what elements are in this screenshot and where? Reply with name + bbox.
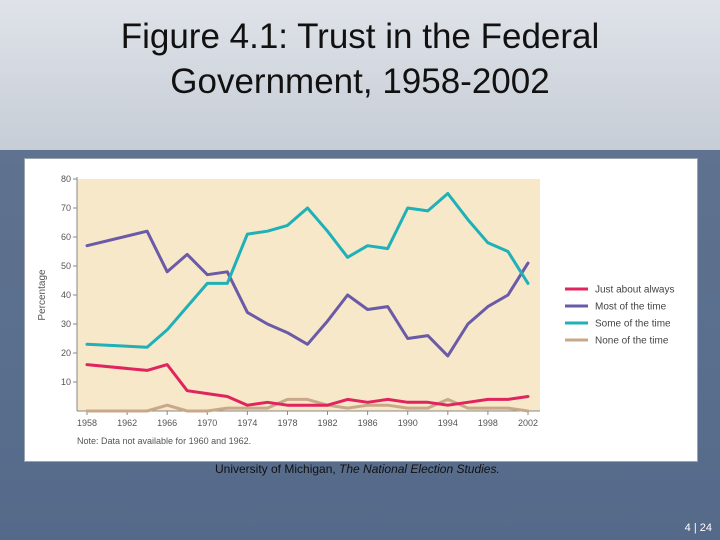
x-tick-label: 1974 [237,418,257,428]
y-tick-label: 60 [61,232,71,242]
trust-line-chart: 10 20 30 40 50 60 70 80 1958 1962 1966 1970 1974 197… [37,174,675,446]
slide-title-line-1: Figure 4.1: Trust in the Federal [120,17,600,56]
x-tick-label: 1998 [478,418,498,428]
y-tick-label: 80 [61,174,71,184]
y-axis: 10 20 30 40 50 60 70 80 [61,174,78,411]
y-tick-label: 20 [61,348,71,358]
y-tick-label: 70 [61,203,71,213]
source-title: The National Election Studies. [339,462,500,476]
plot-area [77,179,540,411]
y-tick-label: 40 [61,290,71,300]
x-tick-label: 1970 [197,418,217,428]
x-axis: 1958 1962 1966 1970 1974 1978 1982 1986 1990 1994… [77,410,540,428]
y-tick-label: 30 [61,319,71,329]
legend-label: Just about always [595,285,675,296]
chart-panel: 10 20 30 40 50 60 70 80 1958 1962 1966 1970 1974 197… [24,158,698,462]
y-axis-label: Percentage [37,269,48,321]
x-tick-label: 1990 [398,418,418,428]
y-tick-label: 10 [61,377,71,387]
legend-label: Most of the time [595,302,667,313]
x-tick-label: 1966 [157,418,177,428]
slide-title: Figure 4.1: Trust in the Federal Governm… [60,14,660,104]
source-citation: University of Michigan, The National Ele… [215,462,500,476]
slide-title-line-2: Government, 1958-2002 [170,62,550,101]
chart-note: Note: Data not available for 1960 and 19… [77,436,251,446]
series-layer [85,192,530,413]
x-tick-label: 1986 [358,418,378,428]
x-tick-label: 1982 [318,418,338,428]
source-prefix: University of Michigan, [215,462,340,476]
series-line-just-about-always [85,363,530,407]
x-tick-label: 1978 [277,418,297,428]
y-tick-label: 50 [61,261,71,271]
x-tick-label: 1958 [77,418,97,428]
legend-label: None of the time [595,336,669,347]
page-number: 4 | 24 [684,522,712,534]
legend: Just about always Most of the time Some of… [565,285,675,347]
x-tick-label: 1962 [117,418,137,428]
legend-label: Some of the time [595,319,671,330]
x-tick-label: 1994 [438,418,458,428]
x-tick-label: 2002 [518,418,538,428]
series-line-most-of-the-time [85,229,530,358]
series-line-some-of-the-time [85,192,530,349]
